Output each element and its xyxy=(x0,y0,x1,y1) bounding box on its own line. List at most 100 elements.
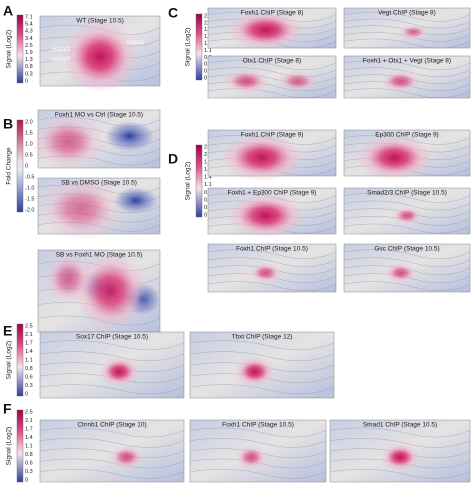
map-title: WT (Stage 10.5) xyxy=(76,18,124,25)
map-contour xyxy=(343,38,471,49)
som-map: Gsc ChIP (Stage 10.5) xyxy=(343,243,471,293)
colorbar xyxy=(16,323,24,397)
map-contour xyxy=(343,257,471,267)
map-contour xyxy=(39,427,185,438)
map-contour xyxy=(207,281,337,291)
colorbar-tick: 0.3 xyxy=(25,71,33,77)
som-map: Sox17 ChIP (Stage 10.5) xyxy=(39,331,185,399)
map-title: Foxh1 ChIP (Stage 8) xyxy=(241,10,304,17)
map-contour xyxy=(189,469,327,479)
colorbar-tick: 0.6 xyxy=(25,460,33,466)
colorbar-tick: 0.6 xyxy=(25,374,33,380)
map-enrichment xyxy=(234,356,275,387)
map-contour xyxy=(343,200,471,211)
map-enrichment xyxy=(234,445,268,470)
panel-label: C xyxy=(168,5,178,21)
map-contour xyxy=(207,249,337,259)
som-map: Foxh1 ChIP (Stage 9) xyxy=(207,129,337,182)
map-title: Foxh1 + Otx1 + Vegt (Stage 8) xyxy=(363,58,451,65)
map-contour xyxy=(39,469,185,479)
colorbar-tick: -0.5 xyxy=(25,174,34,180)
colorbar-tick: 2.1 xyxy=(25,332,33,338)
map-title: Foxh1 ChIP (Stage 10.5) xyxy=(222,422,294,429)
colorbar-tick: 1.7 xyxy=(25,340,33,346)
colorbar-label: Signal (Log2) xyxy=(185,28,192,67)
map-enrichment xyxy=(227,193,304,238)
colorbar-tick: 0.3 xyxy=(25,383,33,389)
map-contour xyxy=(39,438,185,448)
som-map: WT (Stage 10.5) nodal1 nodal3 nodal2 xyxy=(39,15,161,93)
colorbar xyxy=(16,409,24,483)
map-enrichment xyxy=(391,206,423,225)
map-contour xyxy=(39,340,185,351)
colorbar-tick: 0 xyxy=(25,391,28,397)
map-contour xyxy=(189,351,335,362)
colorbar-tick: 0 xyxy=(25,78,28,84)
map-contour xyxy=(39,384,185,395)
map-contour xyxy=(343,12,471,22)
colorbar-tick: 0 xyxy=(25,163,28,169)
map-contour xyxy=(329,427,471,438)
map-title: Foxh1 + Ep300 ChIP (Stage 9) xyxy=(228,190,317,197)
map-contour xyxy=(343,281,471,291)
map-enrichment xyxy=(356,135,433,180)
map-enrichment xyxy=(220,134,303,182)
colorbar-tick: -2.0 xyxy=(25,207,34,213)
colorbar-tick: 4.3 xyxy=(25,29,33,35)
colorbar-tick: 0.8 xyxy=(25,64,33,70)
panel-label: E xyxy=(3,323,12,339)
map-enrichment xyxy=(227,10,304,50)
map-title: Otx1 ChIP (Stage 8) xyxy=(243,58,301,65)
colorbar-tick: 2.0 xyxy=(25,119,33,125)
colorbar xyxy=(16,14,24,84)
colorbar-tick: 2.5 xyxy=(25,323,33,329)
map-enrichment xyxy=(384,262,418,283)
som-map: Foxh1 ChIP (Stage 8) xyxy=(207,7,337,50)
map-enrichment xyxy=(99,356,140,387)
colorbar-tick: 1.4 xyxy=(25,435,33,441)
map-title: Smad2/3 ChIP (Stage 10.5) xyxy=(367,190,447,197)
colorbar-tick: 1.4 xyxy=(25,349,33,355)
map-enrichment xyxy=(380,443,420,472)
map-title: Ep300 ChIP (Stage 9) xyxy=(375,132,438,139)
map-contour xyxy=(189,427,327,438)
colorbar-tick: 1.1 xyxy=(25,357,33,363)
map-enrichment xyxy=(277,70,319,92)
colorbar-tick: 1.7 xyxy=(25,426,33,432)
map-enrichment xyxy=(61,20,139,93)
map-contour xyxy=(207,257,337,267)
map-annotation: nodal2 xyxy=(52,57,71,63)
map-enrichment xyxy=(37,177,124,241)
colorbar-tick: 1.1 xyxy=(25,443,33,449)
map-contour xyxy=(343,60,471,70)
colorbar-tick: -1.0 xyxy=(25,185,34,191)
colorbar xyxy=(16,119,24,213)
map-enrichment xyxy=(248,262,283,283)
som-map: Foxh1 + Otx1 + Vegt (Stage 8) xyxy=(343,55,471,99)
som-map: Foxh1 + Ep300 ChIP (Stage 9) xyxy=(207,187,337,238)
map-contour xyxy=(343,249,471,259)
colorbar-tick: 1.0 xyxy=(25,141,33,147)
colorbar-tick: 0.8 xyxy=(25,452,33,458)
panel-label: D xyxy=(168,151,178,167)
map-enrichment xyxy=(44,252,93,305)
colorbar-tick: 0 xyxy=(25,477,28,483)
som-map: Foxh1 ChIP (Stage 10.5) xyxy=(189,419,327,483)
map-title: Gsc ChIP (Stage 10.5) xyxy=(374,246,439,253)
map-contour xyxy=(329,469,471,479)
colorbar-tick: 0.3 xyxy=(25,469,33,475)
map-title: Foxh1 ChIP (Stage 9) xyxy=(241,132,304,139)
map-enrichment xyxy=(380,70,421,92)
som-map: Smad1 ChIP (Stage 10.5) xyxy=(329,419,471,483)
colorbar-tick: 0 xyxy=(204,212,207,218)
colorbar-label: Signal (Log2) xyxy=(6,30,13,69)
som-map: SB vs DMSO (Stage 10.5) xyxy=(37,177,161,241)
map-enrichment xyxy=(109,445,144,470)
colorbar xyxy=(195,144,203,218)
colorbar-label: Fold Change xyxy=(6,147,13,185)
colorbar-tick: 2.5 xyxy=(25,409,33,415)
colorbar xyxy=(195,13,203,81)
colorbar-tick: 0.5 xyxy=(25,152,33,158)
map-contour xyxy=(189,340,335,351)
